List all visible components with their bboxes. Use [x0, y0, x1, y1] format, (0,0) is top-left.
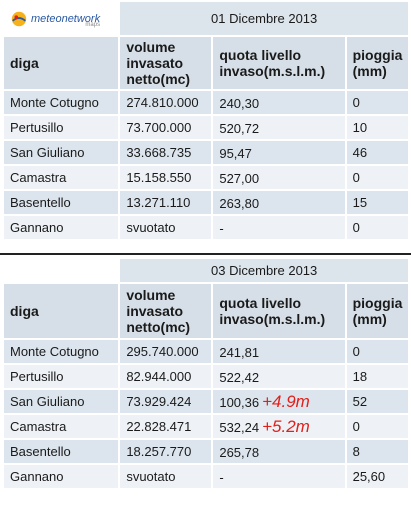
blank-cell [4, 259, 119, 282]
cell-diga: Pertusillo [4, 365, 119, 388]
cell-pioggia: 10 [346, 116, 408, 139]
cell-volume: svuotato [120, 216, 212, 239]
cell-pioggia: 0 [346, 340, 408, 363]
logo-cell: meteonetwork maps [4, 2, 119, 35]
cell-quota: 241,81 [213, 340, 345, 363]
cell-pioggia: 0 [346, 166, 408, 189]
cell-volume: svuotato [120, 465, 212, 488]
header-volume: volume invasato netto(mc) [120, 37, 212, 89]
meteonetwork-logo: meteonetwork maps [10, 7, 112, 31]
table-row: Monte Cotugno 295.740.000 241,81 0 [4, 340, 408, 363]
cell-volume: 82.944.000 [120, 365, 212, 388]
header-diga: diga [4, 37, 119, 89]
cell-diga: Basentello [4, 191, 119, 214]
header-quota: quota livello invaso(m.s.l.m.) [213, 37, 345, 89]
cell-diga: Gannano [4, 216, 119, 239]
quota-value: 263,80 [219, 195, 260, 211]
cell-quota: - [213, 216, 345, 239]
logo-text: meteonetwork [31, 12, 101, 25]
cell-volume: 295.740.000 [120, 340, 212, 363]
cell-quota: - [213, 465, 345, 488]
cell-volume: 73.929.424 [120, 390, 212, 413]
divider [0, 253, 411, 255]
cell-diga: Gannano [4, 465, 119, 488]
quota-value: 520,72 [219, 120, 260, 136]
table-row: Camastra 22.828.471 532,24 +5.2m 0 [4, 415, 408, 438]
cell-quota: 532,24 +5.2m [213, 415, 345, 438]
cell-diga: Basentello [4, 440, 119, 463]
cell-pioggia: 18 [346, 365, 408, 388]
table-row: Pertusillo 82.944.000 522,42 18 [4, 365, 408, 388]
header-row: diga volume invasato netto(mc) quota liv… [4, 284, 408, 338]
cell-volume: 13.271.110 [120, 191, 212, 214]
quota-value: 240,30 [219, 95, 260, 111]
quota-delta: +4.9m [262, 391, 310, 411]
header-volume: volume invasato netto(mc) [120, 284, 212, 338]
table-row: San Giuliano 33.668.735 95,47 46 [4, 141, 408, 164]
cell-volume: 18.257.770 [120, 440, 212, 463]
table-block-2: 03 Dicembre 2013 diga volume invasato ne… [0, 257, 411, 490]
quota-value: 527,00 [219, 170, 260, 186]
cell-quota: 522,42 [213, 365, 345, 388]
cell-pioggia: 0 [346, 216, 408, 239]
cell-pioggia: 0 [346, 415, 408, 438]
quota-value: 100,36 [219, 394, 260, 410]
cell-volume: 33.668.735 [120, 141, 212, 164]
quota-value: 95,47 [219, 145, 252, 161]
table-date: 01 Dicembre 2013 [120, 2, 408, 35]
table-row: Gannano svuotato - 25,60 [4, 465, 408, 488]
quota-value: 265,78 [219, 444, 260, 460]
cell-diga: San Giuliano [4, 390, 119, 413]
cell-pioggia: 25,60 [346, 465, 408, 488]
cell-quota: 263,80 [213, 191, 345, 214]
header-pioggia: pioggia (mm) [346, 37, 408, 89]
cell-diga: San Giuliano [4, 141, 119, 164]
cell-pioggia: 15 [346, 191, 408, 214]
cell-diga: Camastra [4, 415, 119, 438]
cell-diga: Monte Cotugno [4, 340, 119, 363]
header-diga: diga [4, 284, 119, 338]
cell-pioggia: 52 [346, 390, 408, 413]
table-row: Basentello 18.257.770 265,78 8 [4, 440, 408, 463]
table-row: Basentello 13.271.110 263,80 15 [4, 191, 408, 214]
table-row: Camastra 15.158.550 527,00 0 [4, 166, 408, 189]
header-row: diga volume invasato netto(mc) quota liv… [4, 37, 408, 89]
table-row: Monte Cotugno 274.810.000 240,30 0 [4, 91, 408, 114]
cell-pioggia: 8 [346, 440, 408, 463]
cell-volume: 274.810.000 [120, 91, 212, 114]
reservoir-table-1: meteonetwork maps 01 Dicembre 2013 diga … [2, 0, 410, 241]
cell-quota: 520,72 [213, 116, 345, 139]
quota-value: - [219, 469, 224, 485]
cell-volume: 15.158.550 [120, 166, 212, 189]
table-date: 03 Dicembre 2013 [120, 259, 408, 282]
cell-volume: 22.828.471 [120, 415, 212, 438]
table-row: San Giuliano 73.929.424 100,36 +4.9m 52 [4, 390, 408, 413]
table-row: Pertusillo 73.700.000 520,72 10 [4, 116, 408, 139]
quota-delta: +5.2m [262, 416, 310, 436]
cell-quota: 240,30 [213, 91, 345, 114]
cell-quota: 527,00 [213, 166, 345, 189]
quota-value: 241,81 [219, 344, 260, 360]
cell-pioggia: 46 [346, 141, 408, 164]
table-row: Gannano svuotato - 0 [4, 216, 408, 239]
cell-quota: 265,78 [213, 440, 345, 463]
table-block-1: meteonetwork maps 01 Dicembre 2013 diga … [0, 0, 411, 241]
quota-value: - [219, 220, 224, 236]
cell-pioggia: 0 [346, 91, 408, 114]
logo-subtext: maps [85, 21, 101, 28]
globe-icon [11, 11, 27, 26]
header-pioggia: pioggia (mm) [346, 284, 408, 338]
quota-value: 522,42 [219, 369, 260, 385]
quota-value: 532,24 [219, 419, 260, 435]
header-quota: quota livello invaso(m.s.l.m.) [213, 284, 345, 338]
cell-quota: 100,36 +4.9m [213, 390, 345, 413]
cell-quota: 95,47 [213, 141, 345, 164]
reservoir-table-2: 03 Dicembre 2013 diga volume invasato ne… [2, 257, 410, 490]
cell-diga: Monte Cotugno [4, 91, 119, 114]
cell-diga: Camastra [4, 166, 119, 189]
cell-diga: Pertusillo [4, 116, 119, 139]
cell-volume: 73.700.000 [120, 116, 212, 139]
